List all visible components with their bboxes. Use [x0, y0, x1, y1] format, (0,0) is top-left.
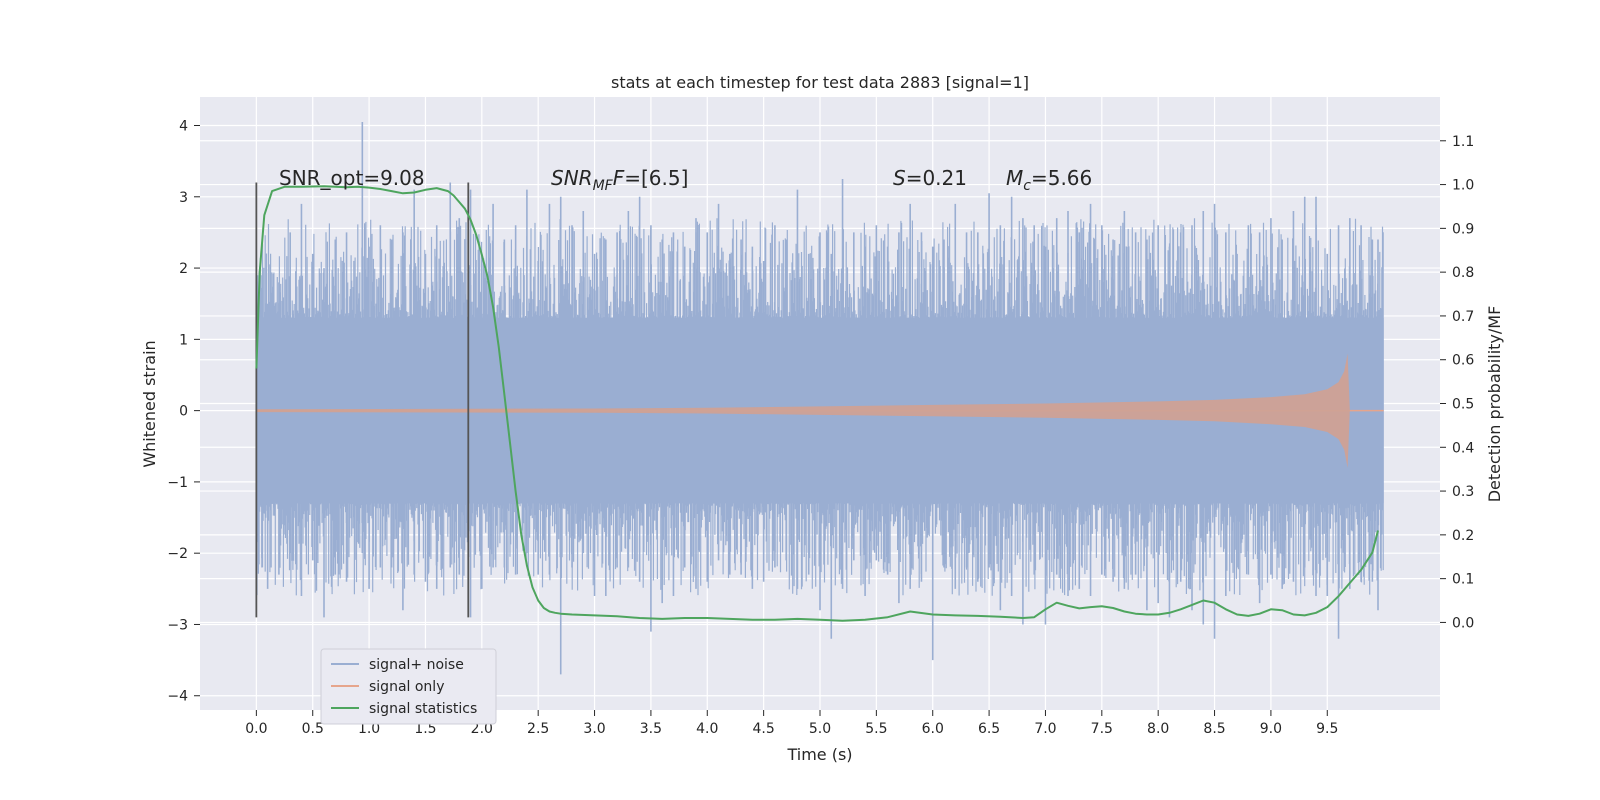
annotation-snr-mf-main: SNR [551, 166, 593, 190]
y-axis-label: Whitened strain [140, 340, 159, 467]
legend-box [320, 648, 497, 725]
legend: signal+ noise signal only signal statist… [320, 648, 497, 725]
legend-label-noise: signal+ noise [369, 657, 464, 673]
x-tick-label-4: 2.0 [471, 721, 493, 737]
y-right-tick-label-0: 1.1 [1452, 134, 1474, 150]
y-right-tick-label-10: 0.1 [1452, 572, 1474, 588]
x-tick-label-0: 0.0 [245, 721, 267, 737]
legend-label-statistics: signal statistics [369, 701, 477, 717]
signal-envelope [256, 353, 1350, 468]
x-tick-label-17: 8.5 [1203, 721, 1225, 737]
x-tick-label-8: 4.0 [696, 721, 718, 737]
y-right-tick-label-4: 0.7 [1452, 309, 1474, 325]
y-right-tick-label-6: 0.5 [1452, 397, 1474, 413]
annotation-mc: Mc=5.66 [1006, 166, 1092, 194]
x-tick-label-13: 6.5 [978, 721, 1000, 737]
x-tick-label-6: 3.0 [583, 721, 605, 737]
chart-title: stats at each timestep for test data 288… [611, 73, 1029, 92]
y-axis-ticks: 4 3 2 1 0 −1 −2 −3 −4 [167, 119, 200, 705]
x-tick-label-5: 2.5 [527, 721, 549, 737]
signal-only-series [256, 353, 1384, 468]
y-tick-label-4: 0 [179, 404, 188, 420]
y-right-tick-label-8: 0.3 [1452, 484, 1474, 500]
y-tick-label-5: −1 [167, 475, 188, 491]
y-tick-label-7: −3 [167, 617, 188, 633]
y-tick-label-0: 4 [179, 119, 188, 135]
x-tick-label-15: 7.5 [1091, 721, 1113, 737]
y-tick-label-1: 3 [179, 190, 188, 206]
annotation-snr-mf-sub: MF [593, 178, 614, 194]
x-tick-label-16: 8.0 [1147, 721, 1169, 737]
y-right-tick-label-9: 0.2 [1452, 528, 1474, 544]
x-tick-label-12: 6.0 [922, 721, 944, 737]
annotation-snr-mf: SNRMFF=[6.5] [551, 166, 688, 194]
x-tick-label-3: 1.5 [414, 721, 436, 737]
y-tick-label-8: −4 [167, 689, 188, 705]
x-tick-label-14: 7.0 [1034, 721, 1056, 737]
annotation-s-main: S [893, 166, 906, 190]
y-right-axis-ticks: 1.1 1.0 0.9 0.8 0.7 0.6 0.5 0.4 0.3 0.2 0.1 0.0 [1440, 134, 1474, 631]
annotation-s-value: =0.21 [906, 166, 967, 190]
x-tick-label-9: 4.5 [753, 721, 775, 737]
statistics-line [255, 185, 1379, 622]
y-tick-label-2: 2 [179, 261, 188, 277]
x-tick-label-10: 5.0 [809, 721, 831, 737]
annotation-snr-mf-value: =[6.5] [624, 166, 688, 190]
annotation-snr-mf-f: F [613, 166, 625, 190]
y-tick-label-3: 1 [179, 332, 188, 348]
y-right-tick-label-1: 1.0 [1452, 178, 1474, 194]
y-right-tick-label-2: 0.9 [1452, 221, 1474, 237]
x-axis-ticks: 0.0 0.5 1.0 1.5 2.0 2.5 3.0 3.5 4.0 4.5 5.0 5.5 6.0 6… [245, 710, 1338, 737]
signal-statistics-series [255, 185, 1379, 622]
y-tick-label-6: −2 [167, 546, 188, 562]
annotations: SNR_opt=9.08 SNRMFF=[6.5] S=0.21 Mc=5.66 [279, 166, 1092, 194]
x-tick-label-11: 5.5 [865, 721, 887, 737]
y-right-tick-label-3: 0.8 [1452, 265, 1474, 281]
annotation-mc-main: M [1006, 166, 1023, 190]
annotation-mc-sub: c [1023, 178, 1031, 194]
x-tick-label-7: 3.5 [640, 721, 662, 737]
y-right-tick-label-5: 0.6 [1452, 353, 1474, 369]
x-axis-label: Time (s) [786, 745, 852, 764]
x-tick-label-1: 0.5 [302, 721, 324, 737]
vertical-markers [255, 182, 470, 618]
x-tick-label-18: 9.0 [1260, 721, 1282, 737]
y-right-tick-label-7: 0.4 [1452, 440, 1474, 456]
annotation-snr-opt: SNR_opt=9.08 [279, 166, 425, 190]
annotation-s: S=0.21 [893, 166, 967, 190]
y-right-axis-label: Detection probability/MF [1485, 306, 1504, 503]
y-right-tick-label-11: 0.0 [1452, 615, 1474, 631]
annotation-mc-value: =5.66 [1031, 166, 1092, 190]
legend-label-signal: signal only [369, 679, 444, 695]
x-tick-label-2: 1.0 [358, 721, 380, 737]
x-tick-label-19: 9.5 [1316, 721, 1338, 737]
